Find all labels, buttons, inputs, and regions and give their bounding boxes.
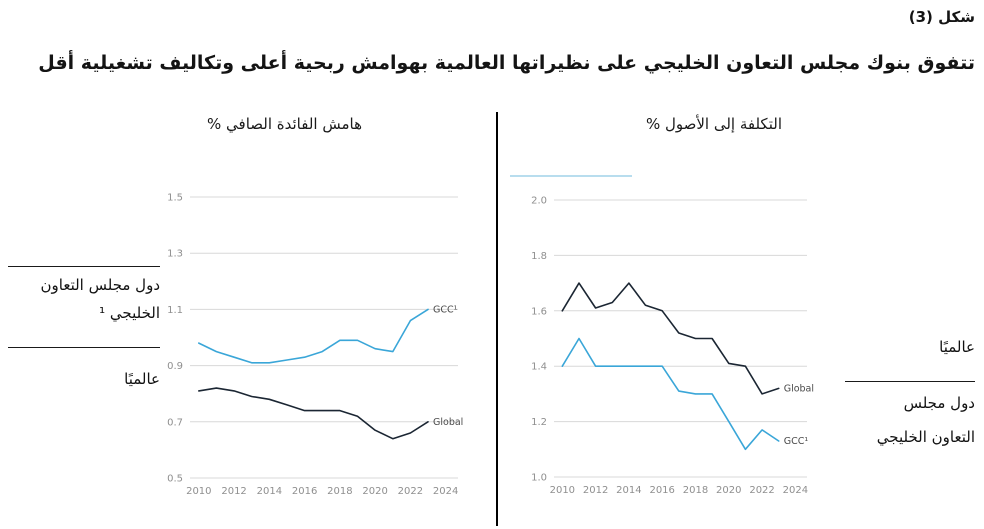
series-end-label: Global bbox=[433, 417, 463, 428]
legend-accent-line bbox=[510, 175, 632, 177]
left-legend-gcc-label-line2: الخليجي ¹ bbox=[99, 304, 160, 322]
x-tick-label: 2020 bbox=[716, 485, 741, 496]
left-chart-title: هامش الفائدة الصافي % bbox=[207, 115, 362, 133]
x-tick-label: 2010 bbox=[550, 485, 575, 496]
cost-to-assets-chart: 1.0 1.2 1.4 1.6 1.8 2.0 2010 2012 2014 2016 2018 20… bbox=[531, 196, 814, 497]
x-tick-label: 2024 bbox=[433, 486, 458, 497]
x-tick-label: 2016 bbox=[649, 485, 674, 496]
series-line-global bbox=[561, 282, 780, 395]
series-line-global bbox=[197, 387, 429, 440]
y-tick-label: 1.6 bbox=[531, 306, 547, 317]
y-tick-label: 1.1 bbox=[167, 305, 183, 316]
y-tick-label: 0.7 bbox=[167, 417, 183, 428]
net-interest-margin-chart: 0.5 0.7 0.9 1.1 1.3 1.5 2010 2012 2014 2016 2018 20… bbox=[167, 193, 463, 498]
x-tick-label: 2020 bbox=[362, 486, 387, 497]
x-tick-label: 2022 bbox=[749, 485, 774, 496]
left-legend-gcc-label-line1: دول مجلس التعاون bbox=[40, 276, 161, 294]
y-tick-label: 1.3 bbox=[167, 249, 183, 260]
y-tick-label: 1.2 bbox=[531, 417, 547, 428]
right-legend-gcc-label-line1: دول مجلس bbox=[903, 394, 975, 412]
x-tick-label: 2014 bbox=[616, 485, 641, 496]
y-tick-label: 1.5 bbox=[167, 193, 183, 204]
x-tick-label: 2012 bbox=[221, 486, 246, 497]
x-tick-label: 2014 bbox=[257, 486, 282, 497]
y-tick-label: 2.0 bbox=[531, 196, 547, 207]
x-tick-label: 2018 bbox=[683, 485, 708, 496]
figure-label: شكل (3) bbox=[908, 8, 975, 26]
y-tick-label: 0.9 bbox=[167, 361, 183, 372]
series-end-label: GCC¹ bbox=[433, 304, 458, 315]
x-tick-label: 2018 bbox=[327, 486, 352, 497]
left-legend-global-label: عالميًا bbox=[124, 370, 160, 388]
annotation-rule-top-left bbox=[8, 266, 160, 267]
annotation-rule-right bbox=[845, 381, 975, 382]
figure-title: تتفوق بنوك مجلس التعاون الخليجي على نظير… bbox=[38, 52, 975, 74]
right-legend-global-label: عالميًا bbox=[939, 338, 975, 356]
y-tick-label: 1.0 bbox=[531, 473, 547, 484]
x-tick-label: 2024 bbox=[783, 485, 808, 496]
series-line-gcc bbox=[561, 337, 780, 451]
x-tick-label: 2012 bbox=[583, 485, 608, 496]
y-tick-label: 1.8 bbox=[531, 251, 547, 262]
right-legend-gcc-label-line2: التعاون الخليجي bbox=[876, 428, 975, 446]
vertical-divider bbox=[496, 112, 498, 526]
y-tick-label: 0.5 bbox=[167, 474, 183, 485]
series-end-label: Global bbox=[784, 383, 814, 394]
x-tick-label: 2010 bbox=[186, 486, 211, 497]
y-tick-label: 1.4 bbox=[531, 362, 547, 373]
series-line-gcc bbox=[197, 308, 429, 364]
x-tick-label: 2016 bbox=[292, 486, 317, 497]
annotation-rule-bottom-left bbox=[8, 347, 160, 348]
right-chart-title: التكلفة إلى الأصول % bbox=[645, 115, 782, 133]
series-end-label: GCC¹ bbox=[784, 436, 809, 447]
x-tick-label: 2022 bbox=[398, 486, 423, 497]
